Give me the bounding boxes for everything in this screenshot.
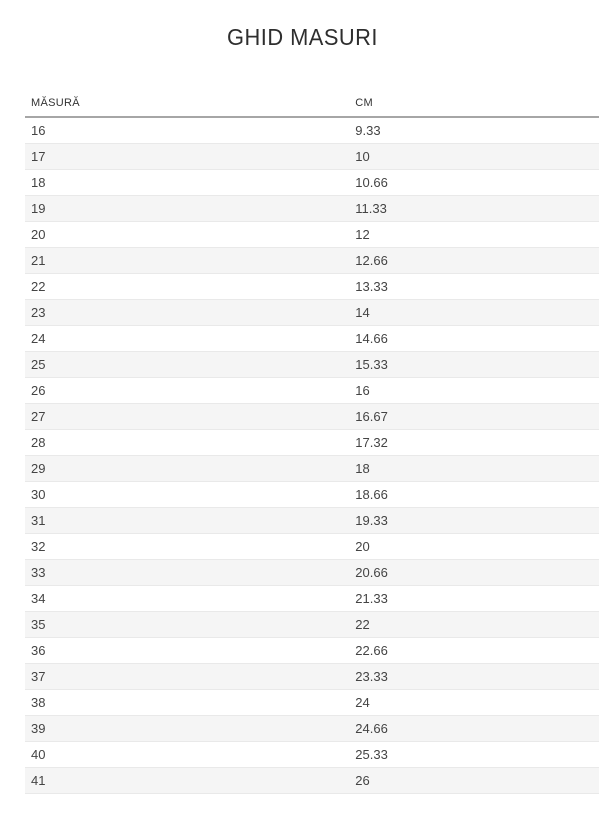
size-cell: 38 — [25, 689, 350, 716]
size-cell: 41 — [25, 767, 350, 794]
table-row: 22 13.33 — [25, 273, 599, 300]
table-row: 25 15.33 — [25, 351, 599, 378]
cm-cell: 22.66 — [349, 637, 599, 664]
size-cell: 40 — [25, 741, 350, 768]
table-row: 36 22.66 — [25, 637, 599, 664]
size-cell: 16 — [25, 117, 350, 144]
size-cell: 22 — [25, 273, 350, 300]
column-header-cm: CM — [349, 91, 599, 118]
table-row: 35 22 — [25, 611, 599, 638]
cm-cell: 22 — [349, 611, 599, 638]
table-row: 28 17.32 — [25, 429, 599, 456]
table-row: 33 20.66 — [25, 559, 599, 586]
table-header: MĂSURĂ CM — [25, 91, 599, 118]
table-row: 17 10 — [25, 143, 599, 170]
size-cell: 20 — [25, 221, 350, 248]
size-cell: 33 — [25, 559, 350, 586]
cm-cell: 12.66 — [349, 247, 599, 274]
cm-cell: 14 — [349, 299, 599, 326]
size-cell: 27 — [25, 403, 350, 430]
table-row: 27 16.67 — [25, 403, 599, 430]
cm-cell: 13.33 — [349, 273, 599, 300]
table-row: 24 14.66 — [25, 325, 599, 352]
cm-cell: 20 — [349, 533, 599, 560]
cm-cell: 23.33 — [349, 663, 599, 690]
page-title: GHID MASURI — [227, 24, 378, 50]
table-row: 38 24 — [25, 689, 599, 716]
table-body: 16 9.33 17 10 18 10.66 19 11.33 20 12 21 12.66 22 13.… — [25, 117, 599, 794]
size-cell: 31 — [25, 507, 350, 534]
cm-cell: 16 — [349, 377, 599, 404]
cm-cell: 24.66 — [349, 715, 599, 742]
table-row: 30 18.66 — [25, 481, 599, 508]
cm-cell: 21.33 — [349, 585, 599, 612]
table-row: 29 18 — [25, 455, 599, 482]
size-cell: 28 — [25, 429, 350, 456]
table-row: 20 12 — [25, 221, 599, 248]
cm-cell: 14.66 — [349, 325, 599, 352]
table-row: 26 16 — [25, 377, 599, 404]
cm-cell: 20.66 — [349, 559, 599, 586]
size-cell: 23 — [25, 299, 350, 326]
size-cell: 24 — [25, 325, 350, 352]
table-row: 39 24.66 — [25, 715, 599, 742]
size-cell: 32 — [25, 533, 350, 560]
size-cell: 39 — [25, 715, 350, 742]
table-row: 41 26 — [25, 767, 599, 794]
cm-cell: 11.33 — [349, 195, 599, 222]
table-row: 31 19.33 — [25, 507, 599, 534]
cm-cell: 19.33 — [349, 507, 599, 534]
cm-cell: 16.67 — [349, 403, 599, 430]
cm-cell: 25.33 — [349, 741, 599, 768]
size-cell: 19 — [25, 195, 350, 222]
cm-cell: 10.66 — [349, 169, 599, 196]
cm-cell: 10 — [349, 143, 599, 170]
size-cell: 36 — [25, 637, 350, 664]
size-cell: 18 — [25, 169, 350, 196]
size-cell: 25 — [25, 351, 350, 378]
table-row: 19 11.33 — [25, 195, 599, 222]
cm-cell: 9.33 — [349, 117, 599, 144]
size-cell: 37 — [25, 663, 350, 690]
size-cell: 34 — [25, 585, 350, 612]
cm-cell: 17.32 — [349, 429, 599, 456]
cm-cell: 15.33 — [349, 351, 599, 378]
size-cell: 29 — [25, 455, 350, 482]
cm-cell: 12 — [349, 221, 599, 248]
size-cell: 21 — [25, 247, 350, 274]
size-cell: 26 — [25, 377, 350, 404]
table-row: 21 12.66 — [25, 247, 599, 274]
table-row: 18 10.66 — [25, 169, 599, 196]
table-row: 23 14 — [25, 299, 599, 326]
table-row: 40 25.33 — [25, 741, 599, 768]
size-cell: 17 — [25, 143, 350, 170]
header-row: MĂSURĂ CM — [25, 91, 599, 118]
cm-cell: 26 — [349, 767, 599, 794]
cm-cell: 24 — [349, 689, 599, 716]
table-row: 16 9.33 — [25, 117, 599, 144]
cm-cell: 18.66 — [349, 481, 599, 508]
column-header-masura: MĂSURĂ — [25, 91, 350, 118]
table-row: 34 21.33 — [25, 585, 599, 612]
size-cell: 35 — [25, 611, 350, 638]
size-guide-table: MĂSURĂ CM 16 9.33 17 10 18 10.66 19 11.33 20 12 21… — [25, 91, 599, 794]
size-cell: 30 — [25, 481, 350, 508]
cm-cell: 18 — [349, 455, 599, 482]
table-row: 37 23.33 — [25, 663, 599, 690]
table-row: 32 20 — [25, 533, 599, 560]
